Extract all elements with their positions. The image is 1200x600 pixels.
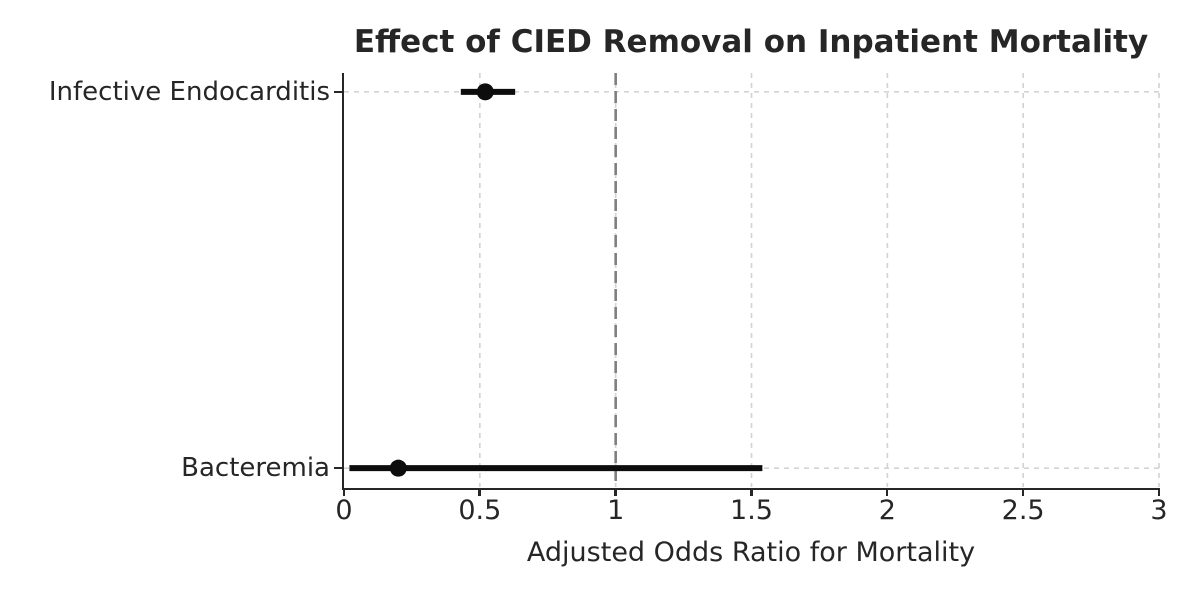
x-tick-label: 0.5 [458,495,502,526]
x-tick-mark [342,489,345,496]
x-tick-mark [1021,489,1025,496]
x-tick-label: 1.5 [730,495,773,526]
x-tick-mark [614,489,617,496]
or-point [476,83,494,101]
plot-canvas [344,73,1160,487]
x-tick-mark [885,489,889,496]
or-point [389,459,407,477]
x-tick-mark [750,489,753,496]
y-tick-mark [334,90,342,94]
y-tick-label: Bacteremia [181,453,330,484]
plot-area [342,73,1160,490]
x-tick-label: 1 [607,495,625,526]
x-tick-mark [478,489,481,496]
x-tick-mark [1157,489,1160,496]
x-tick-label: 3 [1150,495,1168,526]
x-tick-label: 0 [335,495,353,526]
y-tick-label: Infective Endocarditis [48,76,330,107]
x-tick-label: 2 [878,495,896,526]
y-tick-mark [334,466,342,470]
x-axis-label: Adjusted Odds Ratio for Mortality [526,537,976,568]
x-tick-label: 2.5 [1001,495,1045,526]
chart-title: Effect of CIED Removal on Inpatient Mort… [353,24,1149,60]
